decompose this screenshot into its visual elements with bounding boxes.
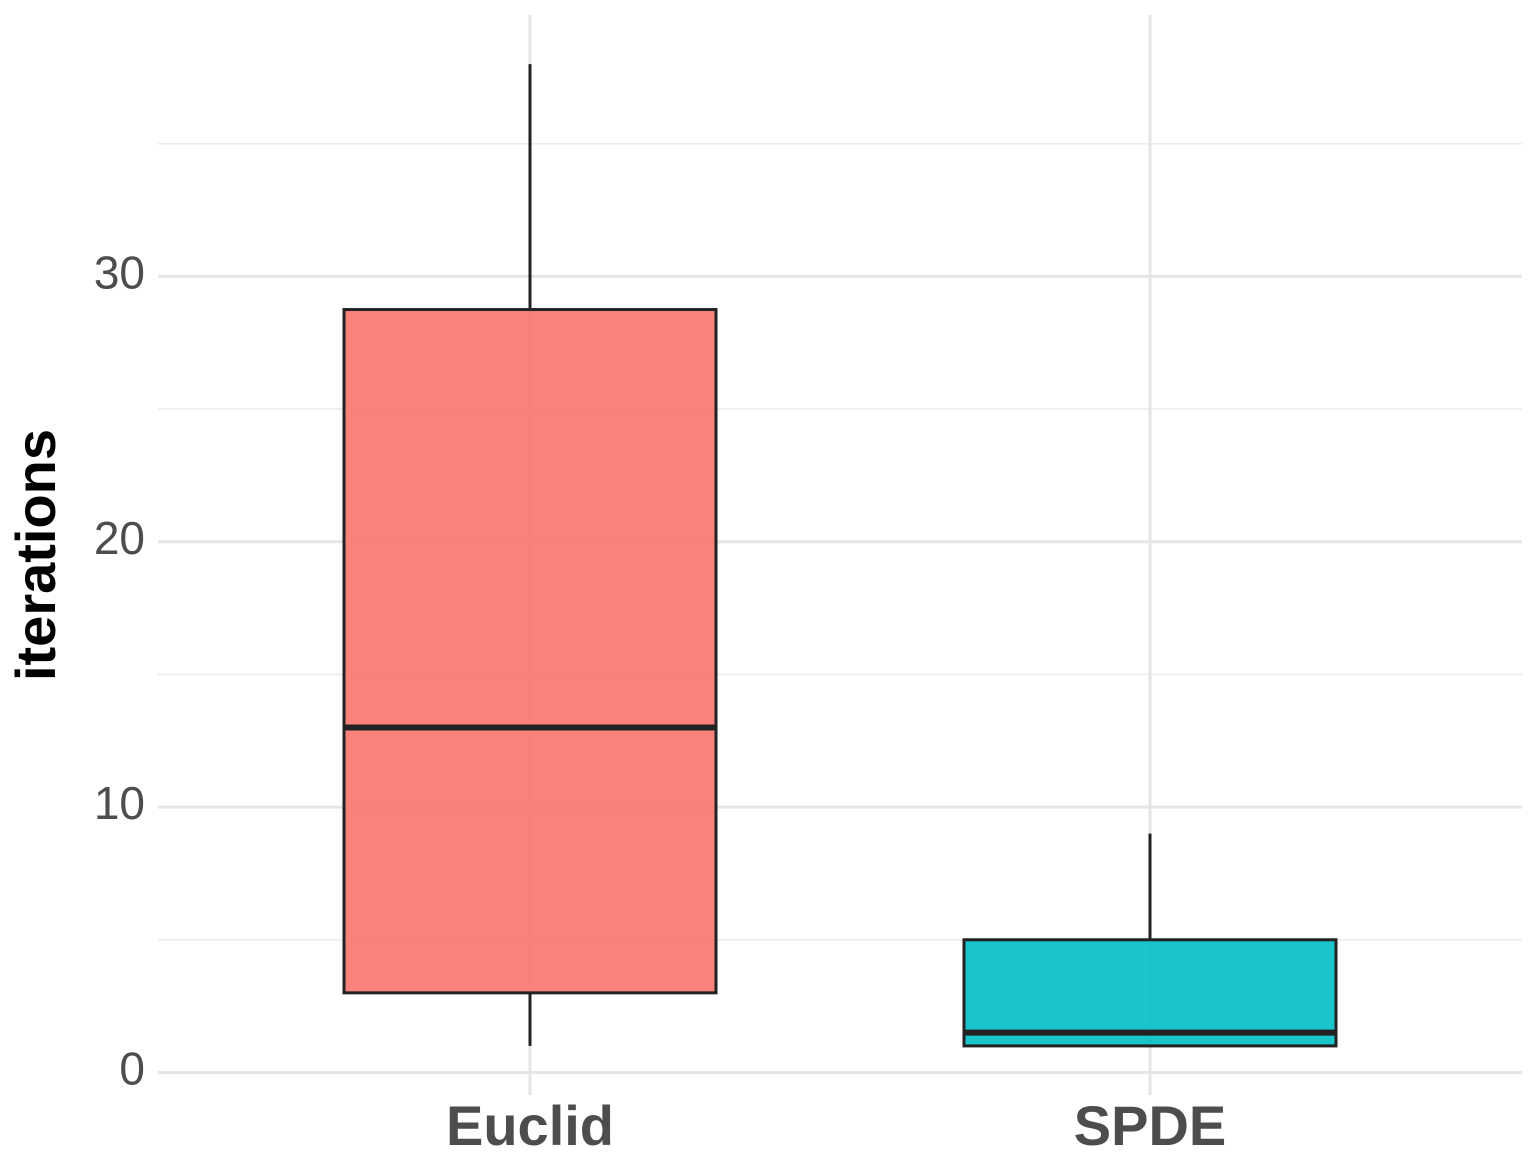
- y-tick-label: 0: [119, 1043, 145, 1095]
- y-tick-label: 20: [94, 512, 145, 564]
- box: [342, 308, 718, 995]
- x-tick-label: Euclid: [446, 1094, 614, 1157]
- y-tick-label: 30: [94, 247, 145, 299]
- y-axis-title: iterations: [4, 429, 67, 681]
- y-tick-label: 10: [94, 777, 145, 829]
- box: [962, 938, 1338, 1048]
- x-tick-label: SPDE: [1074, 1094, 1227, 1157]
